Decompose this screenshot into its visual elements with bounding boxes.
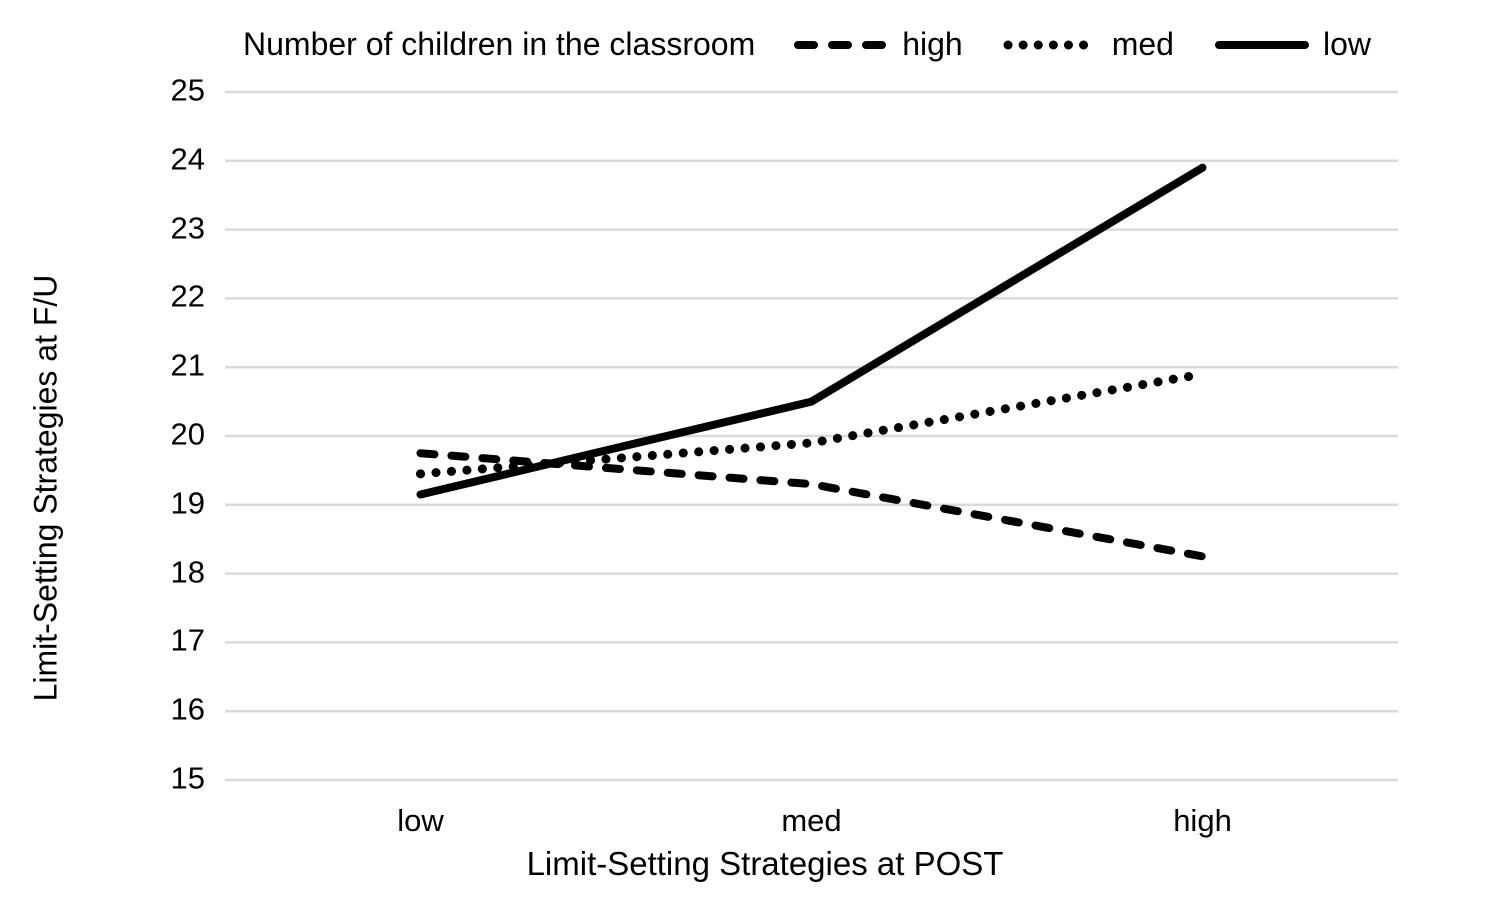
y-tick-label: 18 [170, 554, 205, 590]
legend-label-med: med [1111, 26, 1174, 62]
x-tick-label: med [781, 803, 842, 838]
y-tick-label: 19 [170, 485, 205, 521]
y-tick-label: 21 [170, 347, 205, 383]
y-tick-label: 23 [170, 210, 205, 246]
x-axis-title: Limit-Setting Strategies at POST [526, 845, 1004, 882]
legend-item-high: high [793, 26, 963, 63]
x-tick-label: high [1173, 803, 1232, 838]
legend-item-med: med [1003, 26, 1174, 63]
legend-items: high med low [793, 26, 1371, 63]
y-tick-label: 16 [170, 691, 205, 727]
y-tick-label: 25 [170, 72, 205, 108]
legend-line-sample-high [794, 40, 889, 49]
legend: Number of children in the classroom high… [243, 26, 1371, 63]
legend-label-high: high [902, 26, 963, 62]
legend-line-sample-med [1003, 40, 1099, 49]
series-line-low [416, 163, 1207, 499]
y-tick-label: 15 [170, 760, 205, 796]
y-tick-label: 17 [170, 622, 205, 658]
y-tick-label: 22 [170, 278, 205, 314]
legend-line-sample-low [1214, 40, 1309, 49]
legend-item-low: low [1214, 26, 1371, 63]
legend-title: Number of children in the classroom [243, 26, 756, 62]
x-tick-label: low [397, 803, 444, 838]
legend-label-low: low [1322, 26, 1371, 62]
y-tick-label: 24 [170, 141, 205, 177]
y-tick-label: 20 [170, 416, 205, 452]
series-line-med [416, 369, 1207, 479]
